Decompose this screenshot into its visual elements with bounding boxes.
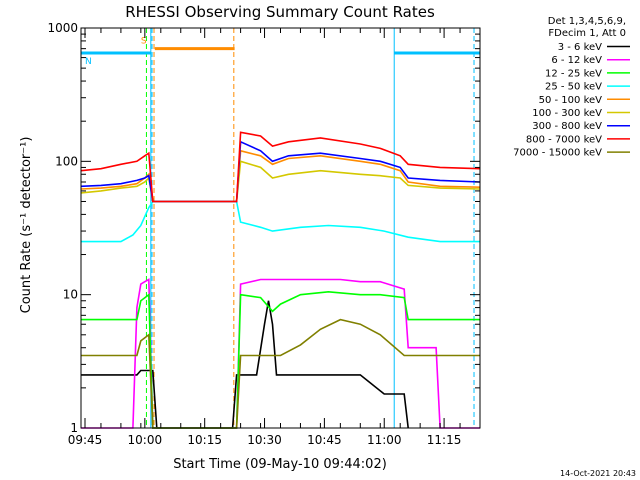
y-tick-label-2: 100 <box>55 154 78 168</box>
series-line-5 <box>80 160 481 203</box>
interval-label-1: N <box>85 57 92 67</box>
legend-label-7: 800 - 7000 keV <box>526 134 602 145</box>
series-line-2 <box>81 290 480 429</box>
legend-label-4: 50 - 100 keV <box>539 95 603 106</box>
series-line-4 <box>80 149 481 203</box>
legend-label-0: 3 - 6 keV <box>558 42 602 53</box>
legend-label-1: 6 - 12 keV <box>551 55 602 66</box>
legend-header-0: Det 1,3,4,5,6,9, <box>548 16 626 27</box>
x-tick-label-4: 10:45 <box>307 433 342 447</box>
legend-header-1: FDecim 1, Att 0 <box>548 28 626 39</box>
series-line-8 <box>81 318 480 429</box>
x-axis-label: Start Time (09-May-10 09:44:02) <box>173 457 387 472</box>
series-line-6 <box>80 140 481 203</box>
legend-label-2: 12 - 25 keV <box>545 68 602 79</box>
y-axis-label: Count Rate (s⁻¹ detector⁻¹) <box>19 137 34 314</box>
legend: Det 1,3,4,5,6,9,FDecim 1, Att 0 3 - 6 keV… <box>513 16 630 159</box>
timestamp: 14-Oct-2021 20:43 <box>560 469 636 478</box>
axes: 1 10 100 1000 09:45 10:00 10:15 10:30 10:45 11:00… <box>47 21 481 447</box>
x-tick-label-2: 10:15 <box>187 433 222 447</box>
legend-label-8: 7000 - 15000 keV <box>513 148 602 159</box>
interval-label-0: S <box>141 37 147 47</box>
x-tick-label-3: 10:30 <box>247 433 282 447</box>
plot-frame <box>80 27 481 429</box>
plot-area: SN <box>80 28 481 429</box>
x-tick-label-1: 10:00 <box>128 433 163 447</box>
y-tick-label-1: 10 <box>63 288 78 302</box>
series-line-0 <box>81 300 409 429</box>
y-tick-label-0: 1 <box>70 421 78 435</box>
chart-title: RHESSI Observing Summary Count Rates <box>125 3 435 21</box>
legend-label-3: 25 - 50 keV <box>545 82 602 93</box>
series-line-7 <box>80 131 481 203</box>
x-tick-label-5: 11:00 <box>367 433 402 447</box>
legend-label-6: 300 - 800 keV <box>532 121 602 132</box>
x-tick-label-0: 09:45 <box>68 433 103 447</box>
series-line-1 <box>81 278 480 429</box>
legend-label-5: 100 - 300 keV <box>532 108 602 119</box>
series-line-3 <box>81 200 480 243</box>
x-tick-label-6: 11:15 <box>427 433 462 447</box>
y-tick-label-3: 1000 <box>47 21 78 35</box>
